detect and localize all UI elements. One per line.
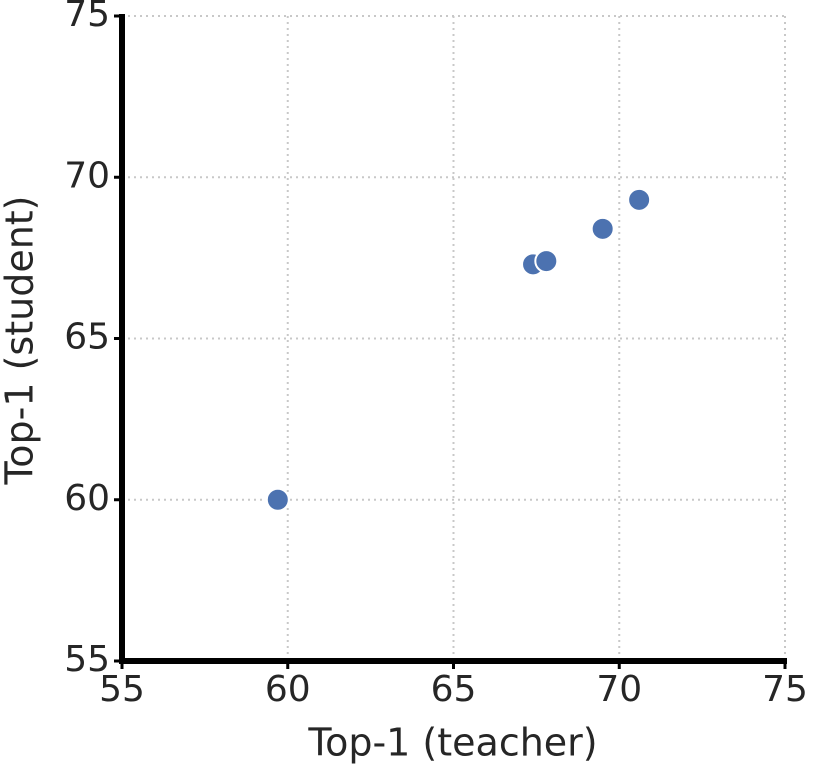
x-tick-label: 60 xyxy=(265,669,311,710)
x-tick-label: 65 xyxy=(431,669,477,710)
y-axis-label: Top-1 (student) xyxy=(0,195,42,485)
x-tick-label: 70 xyxy=(596,669,642,710)
point xyxy=(534,249,559,274)
y-tick-label: 60 xyxy=(64,478,110,519)
y-tick-label: 65 xyxy=(64,317,110,358)
x-tick-label: 55 xyxy=(99,669,145,710)
x-axis-label: Top-1 (teacher) xyxy=(307,721,597,765)
y-tick-label: 55 xyxy=(64,639,110,680)
y-tick-label: 75 xyxy=(64,0,110,35)
point xyxy=(590,216,615,241)
point xyxy=(265,487,290,512)
x-tick-label: 75 xyxy=(762,669,808,710)
point xyxy=(627,187,652,212)
y-tick-label: 70 xyxy=(64,155,110,196)
